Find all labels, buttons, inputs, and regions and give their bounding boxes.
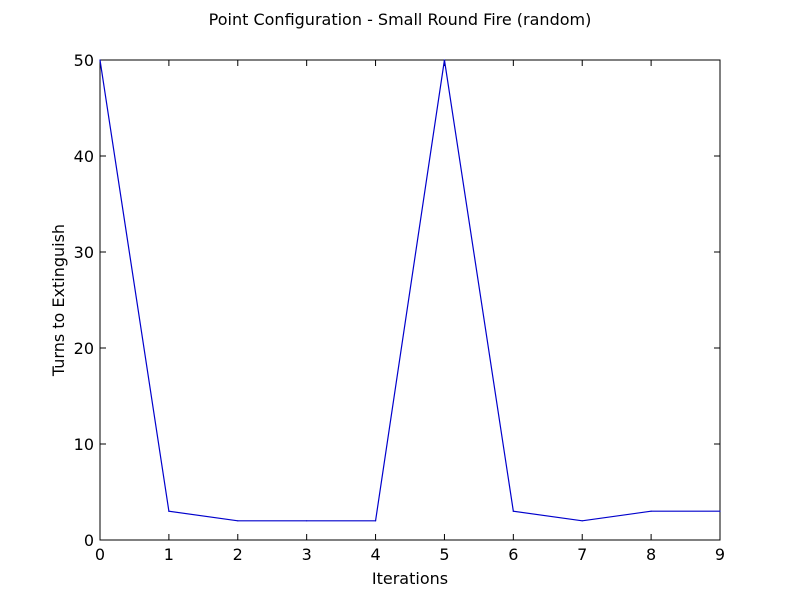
x-tick-label-2: 2 xyxy=(233,545,243,564)
data-point-0-4 xyxy=(374,520,377,522)
y-tick-label-3: 30 xyxy=(74,243,94,262)
x-tick-label-4: 4 xyxy=(370,545,380,564)
chart-title: Point Configuration - Small Round Fire (… xyxy=(209,10,592,29)
series-line-0 xyxy=(99,59,720,522)
x-tick-label-3: 3 xyxy=(302,545,312,564)
data-point-0-3 xyxy=(306,520,308,522)
x-tick-label-0: 0 xyxy=(95,545,105,564)
series-group xyxy=(99,59,721,522)
plot-frame xyxy=(99,59,721,541)
axis-ticks xyxy=(99,59,721,541)
x-axis-label: Iterations xyxy=(372,569,448,588)
x-tick-label-5: 5 xyxy=(439,545,449,564)
y-tick-label-4: 40 xyxy=(74,147,94,166)
data-point-0-9 xyxy=(719,510,721,512)
x-tick-label-9: 9 xyxy=(715,545,725,564)
data-point-0-0 xyxy=(99,59,101,61)
y-tick-label-1: 10 xyxy=(74,435,94,454)
data-point-0-5 xyxy=(443,59,446,61)
axis-tick-labels: 0 1 2 3 4 5 6 7 8 9 0 10 20 30 40 50 xyxy=(74,51,725,564)
y-tick-label-0: 0 xyxy=(84,531,94,550)
data-point-0-2 xyxy=(237,520,239,522)
data-point-0-8 xyxy=(650,510,652,512)
y-tick-label-5: 50 xyxy=(74,51,94,70)
data-point-0-7 xyxy=(581,520,583,522)
x-tick-label-6: 6 xyxy=(508,545,518,564)
y-tick-label-2: 20 xyxy=(74,339,94,358)
y-axis-label: Turns to Extinguish xyxy=(49,224,68,377)
data-point-0-1 xyxy=(168,510,170,512)
data-point-0-6 xyxy=(512,510,514,512)
x-tick-label-7: 7 xyxy=(577,545,587,564)
x-tick-label-1: 1 xyxy=(164,545,174,564)
x-tick-label-8: 8 xyxy=(646,545,656,564)
